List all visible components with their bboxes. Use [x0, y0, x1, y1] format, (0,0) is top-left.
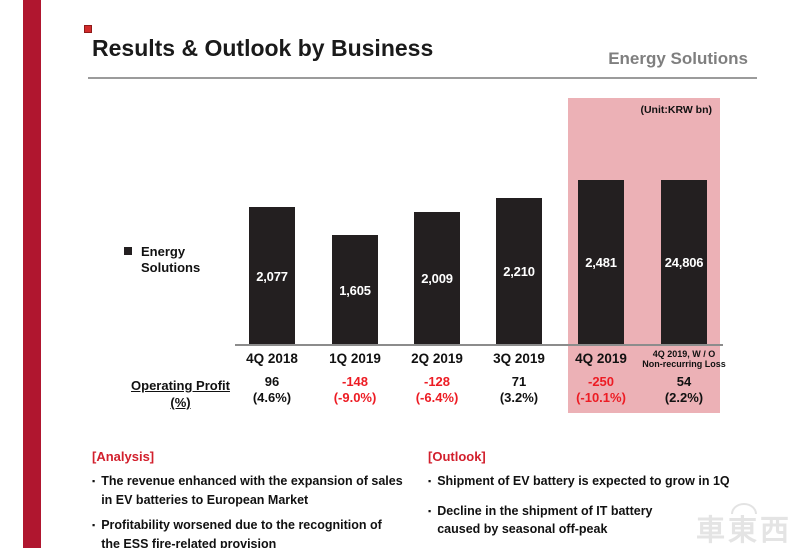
unit-label: (Unit:KRW bn)	[640, 104, 712, 116]
bar-2q2019: 2,009	[414, 212, 460, 345]
op-value-3q2019: 71 (3.2%)	[499, 374, 539, 405]
op-value-4q2019-wo: 54 (2.2%)	[664, 374, 704, 405]
bullet-square-icon: ▪	[92, 476, 96, 486]
x-axis-label: 4Q 2018	[246, 351, 298, 366]
title-divider	[88, 77, 757, 79]
bullet-square-icon: ▪	[92, 520, 96, 530]
bar-value: 2,481	[585, 255, 617, 270]
x-axis-label: 3Q 2019	[493, 351, 545, 366]
x-axis-label: 4Q 2019	[575, 351, 627, 366]
op-value-4q2019: -250 (-10.1%)	[576, 374, 626, 405]
bar-3q2019: 2,210	[496, 198, 542, 345]
bar-value: 2,077	[256, 268, 288, 284]
outlook-bullet: ▪ Decline in the shipment of IT battery …	[428, 502, 778, 539]
bar-value: 24,806	[664, 255, 704, 270]
title-bullet-icon	[84, 25, 92, 33]
op-value-2q2019: -128 (-6.4%)	[415, 374, 459, 405]
chart-legend: Energy Solutions	[124, 244, 200, 275]
bar-4q2019: 2,481	[578, 180, 624, 345]
analysis-section: [Analysis] ▪ The revenue enhanced with t…	[92, 449, 417, 548]
page-title: Results & Outlook by Business	[92, 35, 434, 61]
x-axis-line	[235, 344, 723, 346]
watermark-text: 車東西	[695, 515, 792, 547]
outlook-section: [Outlook] ▪ Shipment of EV battery is ex…	[428, 449, 778, 546]
op-value-4q2018: 96 (4.6%)	[252, 374, 292, 405]
section-title: Energy Solutions	[608, 49, 748, 68]
bar-4q2019-wo-nonrecurring: 24,806	[661, 180, 707, 345]
outlook-bullet: ▪ Shipment of EV battery is expected to …	[428, 472, 778, 491]
bar-value: 2,210	[503, 264, 535, 279]
analysis-bullet: ▪ The revenue enhanced with the expansio…	[92, 472, 417, 509]
legend-label: Energy Solutions	[141, 244, 201, 275]
bullet-square-icon: ▪	[428, 476, 432, 486]
legend-swatch-icon	[124, 247, 132, 255]
left-accent-bar	[23, 0, 41, 548]
operating-profit-row-label: Operating Profit (%)	[131, 378, 230, 410]
bar-4q2018: 2,077	[249, 207, 295, 345]
bar-value: 2,009	[421, 271, 453, 286]
x-axis-label-two-line: 4Q 2019, W / O Non-recurring Loss	[642, 349, 726, 369]
bar-1q2019: 1,605	[332, 235, 378, 345]
analysis-heading: [Analysis]	[92, 449, 155, 464]
bar-value: 1,605	[339, 282, 371, 298]
x-axis-label: 1Q 2019	[329, 351, 381, 366]
bullet-square-icon: ▪	[428, 505, 432, 516]
watermark-emblem-icon	[730, 503, 757, 514]
watermark-logo: 車東西	[696, 503, 792, 547]
outlook-heading: [Outlook]	[428, 449, 486, 464]
op-value-1q2019: -148 (-9.0%)	[333, 374, 377, 405]
x-axis-label: 2Q 2019	[411, 351, 463, 366]
analysis-bullet: ▪ Profitability worsened due to the reco…	[92, 516, 417, 548]
